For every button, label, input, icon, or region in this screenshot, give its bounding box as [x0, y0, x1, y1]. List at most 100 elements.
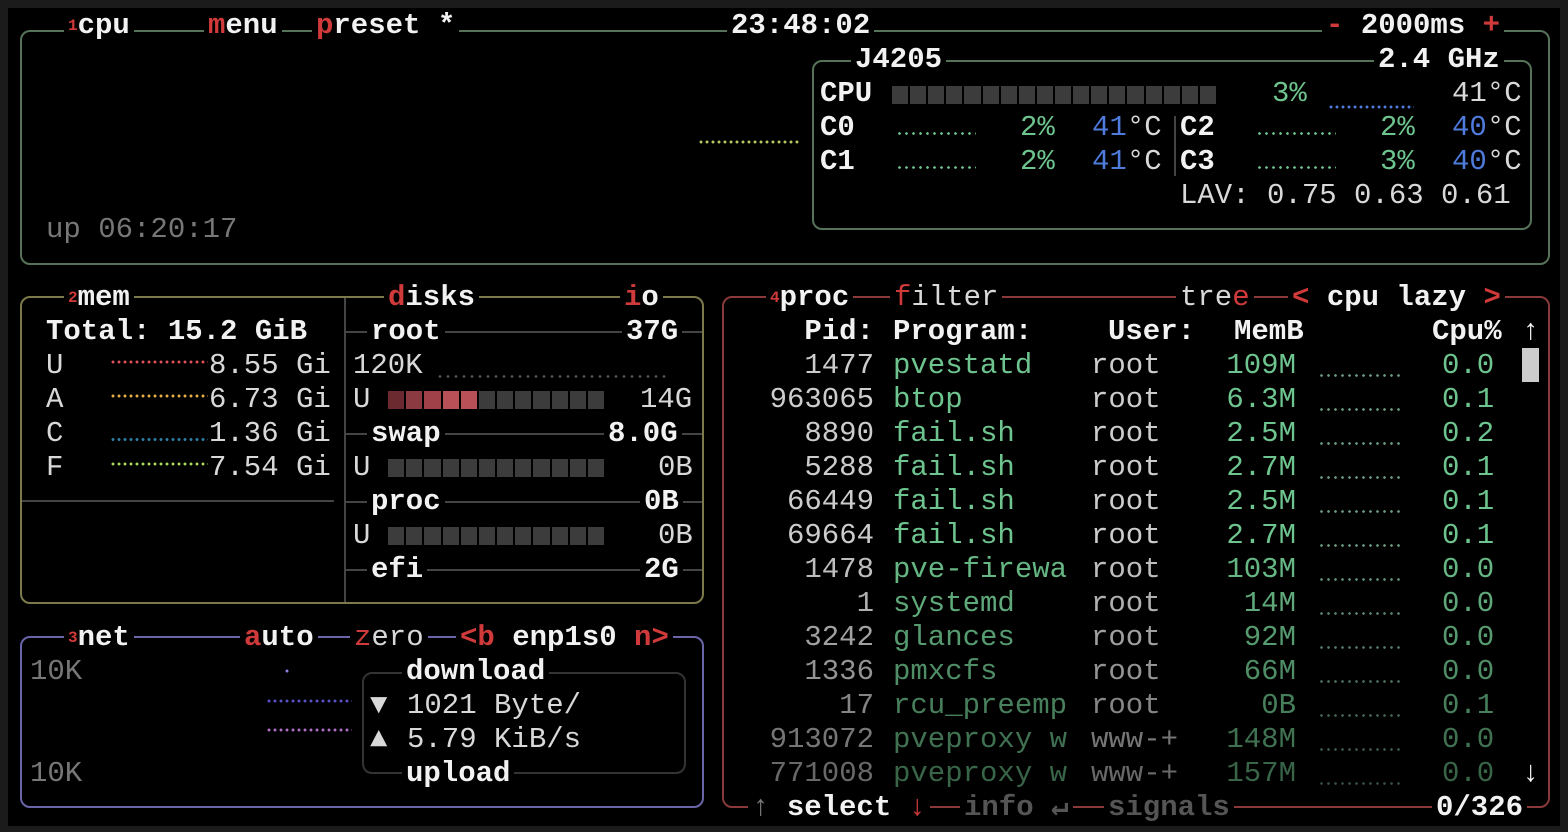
btop-terminal: 1cpu menu preset * 23:48:02 - 2000ms + u… — [8, 8, 1560, 826]
disk-bar-cell — [569, 459, 586, 477]
disk-bar-cell — [388, 459, 405, 477]
disk-bar-cell — [442, 459, 459, 477]
process-row[interactable]: 5288 fail.sh root 2.7M 0.1 — [738, 451, 1518, 485]
upload-label: upload — [402, 757, 515, 791]
header-mem[interactable]: MemB — [1234, 315, 1304, 348]
scrollbar-thumb[interactable] — [1522, 348, 1539, 382]
process-row[interactable]: 1477 pvestatd root 109M 0.0 — [738, 349, 1518, 383]
cpu-model: J4205 — [851, 43, 947, 77]
mem-row-graph — [110, 461, 208, 477]
disk-name: proc — [367, 485, 445, 519]
process-cpu-graph — [1318, 611, 1402, 616]
core-label: C2 — [1180, 111, 1215, 144]
process-cpu-graph — [1318, 645, 1402, 650]
process-row[interactable]: 3242 glances root 92M 0.0 — [738, 621, 1518, 655]
cpu-bar-cell — [1054, 86, 1072, 104]
update-interval[interactable]: - 2000ms + — [1322, 9, 1505, 43]
process-cpu: 0.1 — [1442, 451, 1495, 484]
header-pid[interactable]: Pid: — [804, 315, 874, 348]
preset-button[interactable]: preset * — [312, 9, 460, 43]
disk-size: 0B — [640, 485, 683, 519]
disk-bar-cell — [442, 527, 459, 545]
tree-toggle[interactable]: tree — [1176, 281, 1254, 315]
interface-selector[interactable]: <b enp1s0 n> — [456, 621, 673, 655]
core-temp-value: 40 — [1452, 145, 1487, 178]
filter-button[interactable]: filter — [890, 281, 1003, 315]
cpu-history-graph — [698, 138, 800, 158]
panel-number: 1 — [68, 17, 78, 35]
process-row[interactable]: 8890 fail.sh root 2.5M 0.2 — [738, 417, 1518, 451]
menu-button[interactable]: menu — [204, 9, 282, 43]
cpu-bar-cell — [1145, 86, 1162, 104]
net-panel-title[interactable]: 3net — [64, 621, 134, 655]
core-sparkline — [1256, 131, 1336, 136]
disk-bar-cell — [478, 391, 496, 409]
process-row[interactable]: 1 systemd root 14M 0.0 — [738, 587, 1518, 621]
cpu-total-label: CPU — [820, 77, 873, 110]
proc-footer-select[interactable]: ↑ select ↓ — [748, 791, 931, 825]
core-temp: 40°C — [1452, 111, 1522, 145]
disk-bar-cell — [515, 527, 532, 545]
sort-prev-button[interactable]: < — [1292, 281, 1310, 314]
process-count: 0/326 — [1432, 791, 1528, 825]
signals-button[interactable]: signals — [1104, 791, 1234, 825]
info-button[interactable]: info ↵ — [960, 791, 1073, 825]
cpu-bar-cell — [964, 86, 981, 104]
process-cpu-graph — [1318, 577, 1402, 582]
proc-panel-title[interactable]: 4proc — [766, 281, 854, 315]
process-program: fail.sh — [893, 519, 1015, 552]
cpu-bar-cell — [1109, 86, 1126, 104]
auto-scale-toggle[interactable]: auto — [240, 621, 318, 655]
disk-used-label: U — [353, 519, 371, 552]
disk-name: efi — [367, 553, 428, 587]
disk-bar-cell — [551, 391, 568, 409]
info-label: info — [964, 791, 1034, 824]
zero-label: ero — [371, 621, 424, 654]
process-user: root — [1091, 417, 1161, 450]
disk-bar-cell — [569, 527, 586, 545]
interval-decrease-button[interactable]: - — [1326, 9, 1344, 42]
process-mem: 2.7M — [1226, 451, 1296, 484]
process-user: root — [1091, 553, 1161, 586]
mem-row-graph — [110, 437, 208, 442]
process-row[interactable]: 66449 fail.sh root 2.5M 0.1 — [738, 485, 1518, 519]
process-program: glances — [893, 621, 1015, 654]
process-row[interactable]: 1336 pmxcfs root 66M 0.0 — [738, 655, 1518, 689]
cpu-total-sparkline — [1328, 104, 1414, 110]
process-cpu: 0.2 — [1442, 417, 1495, 450]
core-percent: 2% — [1020, 145, 1055, 178]
process-user: root — [1091, 655, 1161, 688]
prev-interface-button[interactable]: <b — [460, 621, 495, 654]
io-toggle[interactable]: io — [620, 281, 663, 315]
process-program: pveproxy w — [893, 723, 1068, 756]
process-row[interactable]: 1478 pve-firewa root 103M 0.0 — [738, 553, 1518, 587]
clock: 23:48:02 — [727, 9, 875, 43]
process-mem: 109M — [1226, 349, 1296, 382]
cpu-panel-title[interactable]: 1cpu — [64, 9, 134, 43]
zero-button[interactable]: zero — [350, 621, 428, 655]
process-user: root — [1091, 349, 1161, 382]
sort-next-button[interactable]: > — [1483, 281, 1501, 314]
process-program: fail.sh — [893, 485, 1015, 518]
header-program[interactable]: Program: — [893, 315, 1033, 348]
mem-panel-title[interactable]: 2mem — [64, 281, 134, 315]
process-row[interactable]: 913072 pveproxy w www-+ 148M 0.0 — [738, 723, 1518, 757]
process-row[interactable]: 17 rcu_preemp root 0B 0.1 — [738, 689, 1518, 723]
scroll-down-icon[interactable]: ↓ — [1522, 757, 1540, 790]
process-row[interactable]: 963065 btop root 6.3M 0.1 — [738, 383, 1518, 417]
process-pid: 17 — [839, 689, 874, 722]
scroll-up-icon[interactable]: ↑ — [1522, 315, 1540, 348]
process-program: pvestatd — [893, 349, 1033, 382]
process-cpu: 0.0 — [1442, 349, 1495, 382]
process-mem: 2.7M — [1226, 519, 1296, 552]
header-cpu[interactable]: Cpu% — [1432, 315, 1502, 348]
next-interface-button[interactable]: n> — [634, 621, 669, 654]
disk-io-value: 120K — [353, 349, 423, 382]
process-row[interactable]: 771008 pveproxy w www-+ 157M 0.0 — [738, 757, 1518, 791]
disk-bar-cell — [388, 527, 405, 545]
header-user[interactable]: User: — [1108, 315, 1196, 348]
interval-increase-button[interactable]: + — [1482, 9, 1501, 42]
disks-title[interactable]: disks — [384, 281, 480, 315]
process-row[interactable]: 69664 fail.sh root 2.7M 0.1 — [738, 519, 1518, 553]
sort-selector[interactable]: < cpu lazy > — [1288, 281, 1505, 315]
